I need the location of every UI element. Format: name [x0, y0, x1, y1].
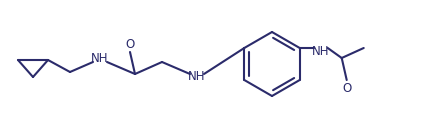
Text: NH: NH — [91, 51, 109, 65]
Text: NH: NH — [311, 44, 329, 58]
Text: O: O — [125, 37, 134, 51]
Text: NH: NH — [188, 70, 205, 84]
Text: O: O — [341, 81, 351, 95]
